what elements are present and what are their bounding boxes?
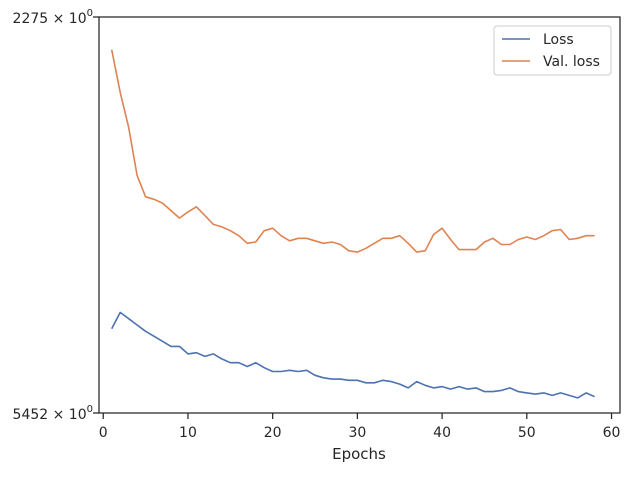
x-tick-label: 10 xyxy=(179,425,197,441)
series-line-val-loss xyxy=(110,49,595,253)
legend-label-val-loss: Val. loss xyxy=(543,54,600,70)
x-tick-label: 50 xyxy=(518,425,536,441)
y-tick-label-top: 2275 × 100 xyxy=(13,8,93,27)
y-tick-label-bottom: 5452 × 100 xyxy=(13,404,93,423)
plot-area xyxy=(98,16,621,414)
legend: Loss Val. loss xyxy=(493,25,612,76)
legend-label-loss: Loss xyxy=(543,32,574,48)
x-axis-label: Epochs xyxy=(332,445,386,463)
x-tick-label: 40 xyxy=(433,425,451,441)
x-tick-label: 20 xyxy=(264,425,282,441)
x-tick-label: 60 xyxy=(603,425,621,441)
x-tick-label: 30 xyxy=(348,425,366,441)
x-tick-label: 0 xyxy=(99,425,108,441)
series-lines xyxy=(110,49,595,399)
series-line-loss xyxy=(110,311,595,399)
x-axis: 0 10 20 30 40 50 60 xyxy=(93,16,621,441)
